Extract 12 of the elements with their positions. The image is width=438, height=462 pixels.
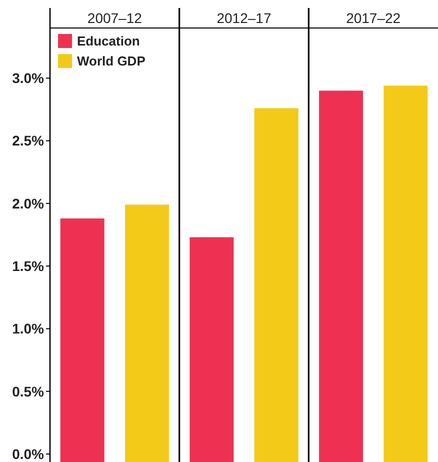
y-tick-label: 2.5% — [12, 132, 45, 149]
legend-label: Education — [77, 34, 140, 49]
x-tick-label: 2007–12 — [87, 10, 142, 26]
x-tick-label: 2017–22 — [346, 10, 401, 26]
y-tick-label: 2.0% — [12, 195, 45, 212]
y-tick-label: 0.0% — [12, 446, 45, 462]
legend-label: World GDP — [77, 54, 146, 69]
y-tick-label: 3.0% — [12, 70, 45, 86]
y-tick-label: 1.0% — [12, 320, 45, 337]
y-tick-label: 0.5% — [12, 383, 45, 400]
y-tick-label: 1.5% — [12, 258, 45, 274]
x-tick-label: 2012–17 — [216, 10, 272, 26]
